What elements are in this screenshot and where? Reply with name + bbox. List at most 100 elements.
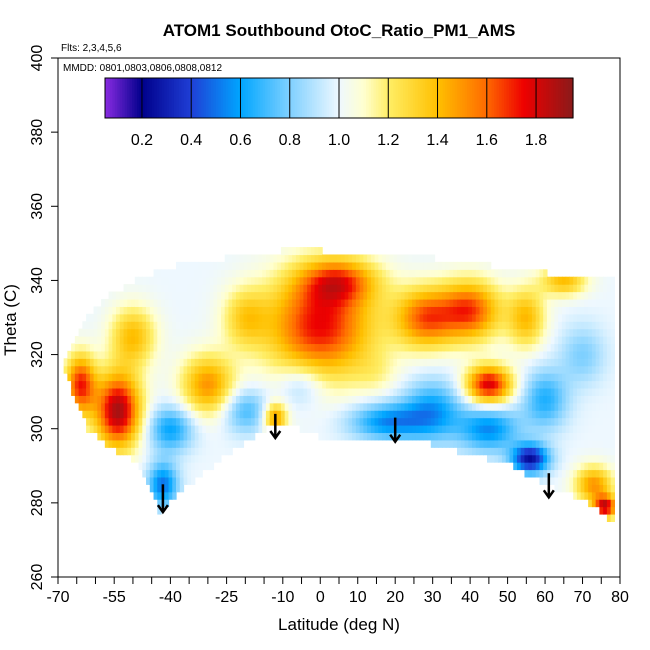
- heatmap-cell: [370, 284, 376, 293]
- heatmap-cell: [220, 432, 226, 441]
- heatmap-cell: [314, 306, 319, 315]
- heatmap-cell: [191, 365, 196, 374]
- heatmap-cell: [205, 380, 211, 389]
- heatmap-cell: [610, 306, 615, 315]
- heatmap-cell: [284, 380, 290, 389]
- heatmap-cell: [183, 462, 188, 471]
- colorbar-segment: [516, 78, 520, 118]
- heatmap-cell: [101, 395, 106, 404]
- heatmap-cell: [561, 469, 567, 478]
- heatmap-cell: [468, 328, 473, 337]
- heatmap-cell: [434, 425, 439, 434]
- heatmap-cell: [588, 321, 593, 330]
- heatmap-cell: [265, 269, 271, 278]
- heatmap-cell: [243, 336, 248, 345]
- heatmap-cell: [153, 432, 158, 441]
- heatmap-cell: [146, 328, 151, 337]
- heatmap-cell: [250, 365, 256, 374]
- heatmap-cell: [112, 439, 117, 448]
- heatmap-cell: [550, 313, 556, 322]
- heatmap-cell: [475, 380, 481, 389]
- heatmap-cell: [400, 432, 406, 441]
- heatmap-cell: [498, 454, 503, 463]
- heatmap-cell: [262, 336, 267, 345]
- heatmap-cell: [423, 432, 428, 441]
- heatmap-cell: [202, 439, 207, 448]
- heatmap-cell: [453, 417, 458, 426]
- colorbar-segment: [245, 78, 249, 118]
- heatmap-cell: [576, 484, 582, 493]
- heatmap-cell: [292, 395, 297, 404]
- heatmap-cell: [127, 425, 132, 434]
- heatmap-cell: [183, 284, 188, 293]
- heatmap-cell: [543, 313, 548, 322]
- heatmap-cell: [344, 402, 349, 411]
- heatmap-cell: [524, 462, 529, 471]
- heatmap-cell: [374, 387, 379, 396]
- heatmap-cell: [359, 321, 364, 330]
- heatmap-cell: [288, 328, 293, 337]
- heatmap-cell: [348, 328, 353, 337]
- heatmap-cell: [352, 306, 357, 315]
- heatmap-cell: [202, 402, 207, 411]
- heatmap-cell: [569, 395, 574, 404]
- heatmap-cell: [292, 410, 297, 419]
- heatmap-cell: [191, 432, 196, 441]
- heatmap-cell: [382, 291, 387, 300]
- heatmap-cell: [472, 276, 477, 285]
- heatmap-cell: [565, 343, 571, 352]
- heatmap-cell: [310, 284, 316, 293]
- heatmap-cell: [205, 395, 211, 404]
- heatmap-cell: [235, 417, 241, 426]
- heatmap-cell: [239, 298, 245, 307]
- heatmap-cell: [554, 343, 559, 352]
- heatmap-cell: [220, 350, 226, 359]
- heatmap-cell: [307, 298, 312, 307]
- heatmap-cell: [610, 298, 615, 307]
- heatmap-cell: [528, 298, 533, 307]
- heatmap-cell: [535, 395, 541, 404]
- heatmap-cell: [460, 276, 466, 285]
- heatmap-cell: [472, 373, 477, 382]
- heatmap-cell: [490, 454, 496, 463]
- heatmap-cell: [161, 454, 166, 463]
- heatmap-cell: [168, 439, 173, 448]
- heatmap-cell: [258, 298, 263, 307]
- heatmap-cell: [378, 306, 383, 315]
- heatmap-cell: [385, 432, 391, 441]
- heatmap-cell: [445, 284, 451, 293]
- heatmap-cell: [295, 276, 301, 285]
- heatmap-cell: [284, 306, 290, 315]
- heatmap-cell: [247, 269, 252, 278]
- heatmap-cell: [475, 306, 481, 315]
- heatmap-cell: [565, 276, 571, 285]
- heatmap-cell: [535, 380, 541, 389]
- heatmap-cell: [352, 269, 357, 278]
- colorbar-segment: [417, 78, 421, 118]
- heatmap-cell: [472, 439, 477, 448]
- heatmap-cell: [606, 410, 612, 419]
- heatmap-cell: [179, 291, 185, 300]
- heatmap-cell: [104, 343, 110, 352]
- heatmap-cell: [239, 313, 245, 322]
- heatmap-cell: [546, 365, 552, 374]
- heatmap-cell: [74, 380, 80, 389]
- colorbar-segment: [238, 78, 242, 118]
- heatmap-cell: [453, 425, 458, 434]
- heatmap-cell: [382, 358, 387, 367]
- heatmap-cell: [340, 254, 346, 263]
- colorbar-segment: [146, 78, 150, 118]
- colorbar-segment: [260, 78, 264, 118]
- heatmap-cell: [168, 269, 173, 278]
- heatmap-cell: [280, 298, 286, 307]
- heatmap-cell: [164, 499, 170, 508]
- heatmap-cell: [157, 402, 162, 411]
- heatmap-cell: [501, 402, 507, 411]
- heatmap-cell: [172, 402, 177, 411]
- colorbar-segment: [171, 78, 175, 118]
- heatmap-cell: [408, 298, 413, 307]
- heatmap-cell: [479, 365, 484, 374]
- heatmap-cell: [472, 425, 477, 434]
- heatmap-cell: [393, 321, 398, 330]
- heatmap-cell: [217, 284, 222, 293]
